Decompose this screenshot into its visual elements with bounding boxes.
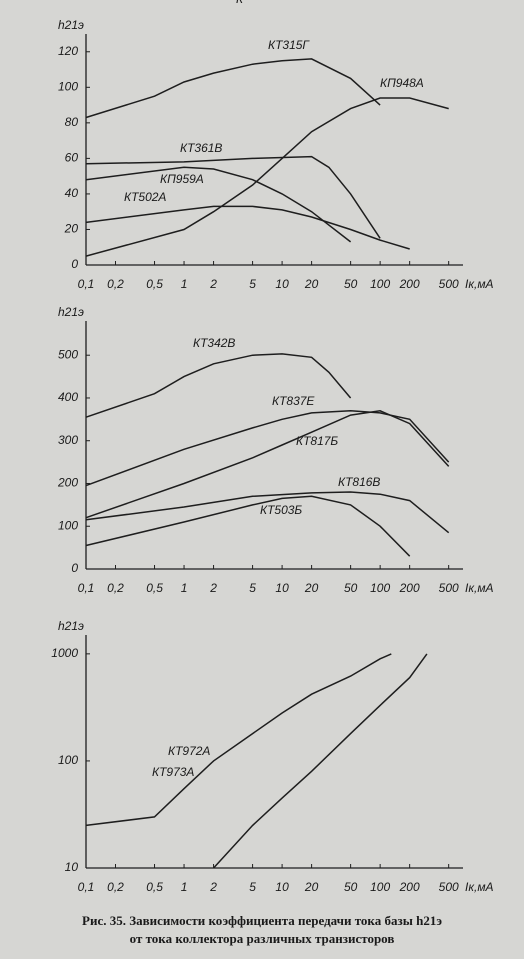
y-tick-label: 80 xyxy=(65,115,79,129)
x-tick-label: 100 xyxy=(370,581,390,595)
series-label: КТ972А xyxy=(168,744,210,758)
y-tick-label: 10 xyxy=(65,860,79,874)
x-tick-label: 2 xyxy=(209,277,217,291)
x-tick-label: 0,5 xyxy=(146,581,163,595)
x-tick-label: 10 xyxy=(275,581,289,595)
data-line xyxy=(85,410,450,487)
x-tick-label: 1 xyxy=(181,581,188,595)
x-tick-label: 2 xyxy=(209,880,217,894)
x-tick-label: 200 xyxy=(399,581,420,595)
x-tick-label: 1 xyxy=(181,880,188,894)
x-tick-label: 1 xyxy=(181,277,188,291)
x-tick-label: 0,5 xyxy=(146,880,163,894)
x-tick-label: 5 xyxy=(249,581,256,595)
y-tick-label: 100 xyxy=(58,79,78,93)
series-label: КТ361В xyxy=(180,141,222,155)
series-label: КТ503Б xyxy=(260,503,302,517)
x-tick-label: 200 xyxy=(399,880,420,894)
y-tick-label: 300 xyxy=(58,433,78,447)
y-tick-label: 200 xyxy=(57,476,78,490)
x-tick-label: 0,2 xyxy=(107,581,124,595)
caption-line: от тока коллектора различных транзисторо… xyxy=(130,931,395,946)
x-tick-label: 50 xyxy=(344,277,358,291)
x-axis-label: Iк,мА xyxy=(465,581,494,595)
x-tick-label: 5 xyxy=(249,277,256,291)
data-line xyxy=(213,653,428,869)
x-tick-label: 500 xyxy=(439,581,459,595)
y-tick-label: 0 xyxy=(71,257,78,271)
x-axis-label: Iк,мА xyxy=(465,277,494,291)
series-label: КТ837Е xyxy=(272,394,315,408)
y-tick-label: 400 xyxy=(58,390,78,404)
y-tick-label: 60 xyxy=(65,151,79,165)
x-tick-label: 0,1 xyxy=(78,277,95,291)
x-tick-label: 2 xyxy=(209,581,217,595)
series-label: КП959А xyxy=(160,172,204,186)
y-axis-label: h21э xyxy=(58,18,84,32)
x-tick-label: 20 xyxy=(304,581,319,595)
x-tick-label: 500 xyxy=(439,880,459,894)
data-line xyxy=(85,166,352,243)
series-label: КТ502А xyxy=(124,190,166,204)
series-label: КП948А xyxy=(380,76,424,90)
x-tick-label: 500 xyxy=(439,277,459,291)
x-tick-label: 50 xyxy=(344,581,358,595)
y-tick-label: 20 xyxy=(64,222,79,236)
data-line xyxy=(85,205,410,250)
x-tick-label: 5 xyxy=(249,880,256,894)
series-label: КТ315Г xyxy=(268,38,310,52)
data-line xyxy=(85,495,411,557)
y-tick-label: 100 xyxy=(58,753,78,767)
x-tick-label: 200 xyxy=(399,277,420,291)
x-tick-label: 20 xyxy=(304,277,319,291)
series-label: КТ829А xyxy=(236,0,524,6)
x-tick-label: 10 xyxy=(275,277,289,291)
data-line xyxy=(85,491,450,534)
y-axis-label: h21э xyxy=(58,619,84,633)
y-axis-label: h21э xyxy=(58,305,84,319)
data-line xyxy=(85,97,449,257)
x-axis-label: Iк,мА xyxy=(465,880,494,894)
data-line xyxy=(85,58,381,119)
caption-line: Рис. 35. Зависимости коэффициента переда… xyxy=(82,913,442,928)
x-tick-label: 50 xyxy=(344,880,358,894)
data-line xyxy=(85,353,352,418)
x-tick-label: 10 xyxy=(275,880,289,894)
x-tick-label: 0,2 xyxy=(107,277,124,291)
data-line xyxy=(85,653,392,827)
y-tick-label: 40 xyxy=(65,186,79,200)
x-tick-label: 20 xyxy=(304,880,319,894)
y-tick-label: 500 xyxy=(58,347,78,361)
x-tick-label: 0,5 xyxy=(146,277,163,291)
y-tick-label: 0 xyxy=(71,561,78,575)
y-tick-label: 120 xyxy=(58,44,78,58)
x-tick-label: 100 xyxy=(370,880,390,894)
y-tick-label: 1000 xyxy=(51,646,78,660)
series-label: КТ816В xyxy=(338,475,380,489)
y-tick-label: 100 xyxy=(58,518,78,532)
x-tick-label: 0,2 xyxy=(107,880,124,894)
series-label: КТ973А xyxy=(152,765,194,779)
series-label: КТ817Б xyxy=(296,434,338,448)
x-tick-label: 0,1 xyxy=(78,880,95,894)
series-label: КТ342В xyxy=(193,336,235,350)
data-line xyxy=(85,155,381,239)
data-line xyxy=(85,410,450,519)
x-tick-label: 100 xyxy=(370,277,390,291)
x-tick-label: 0,1 xyxy=(78,581,95,595)
